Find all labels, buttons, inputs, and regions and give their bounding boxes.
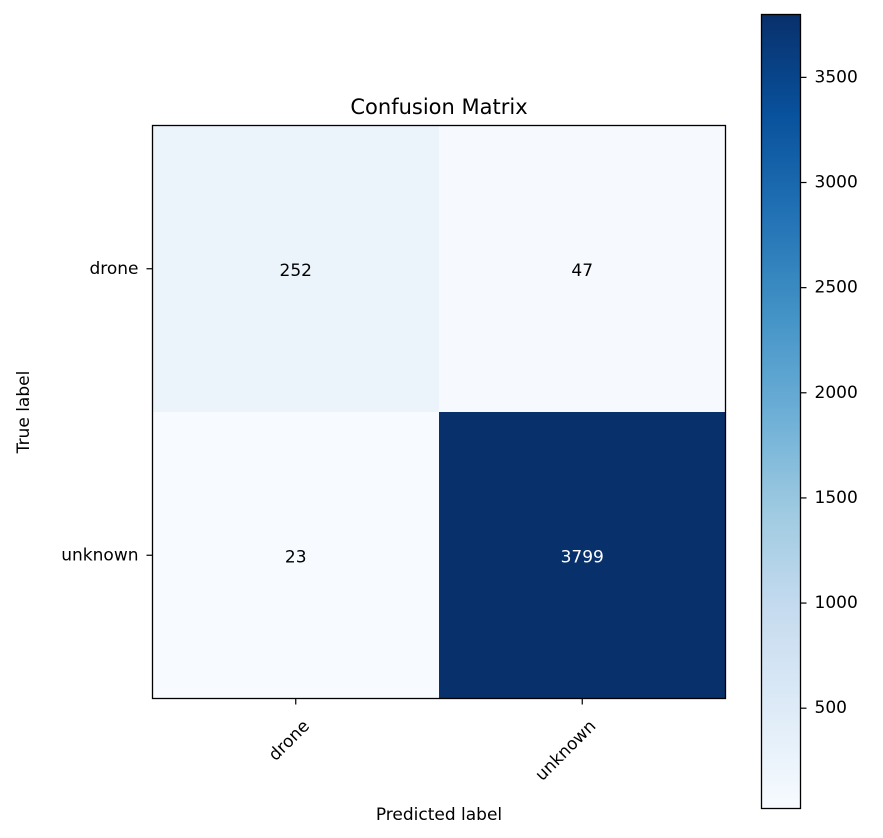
colorbar-tick-label: 500 bbox=[815, 698, 847, 718]
colorbar-tick-label: 3000 bbox=[815, 173, 858, 193]
cell-value-label: 23 bbox=[285, 547, 307, 567]
matrix-cell bbox=[439, 125, 726, 413]
colorbar-tick-label: 1500 bbox=[815, 488, 858, 508]
plot-frame bbox=[151, 124, 727, 700]
colorbar-tick-label: 2000 bbox=[815, 383, 858, 403]
y-axis-ticks: drone unknown bbox=[61, 259, 153, 565]
matrix-cells: 252 47 23 3799 bbox=[152, 125, 726, 699]
colorbar-tick-label: 3500 bbox=[815, 67, 858, 87]
matrix-cell bbox=[152, 125, 440, 413]
x-axis-ticks: drone unknown bbox=[265, 698, 601, 785]
chart-title: Confusion Matrix bbox=[350, 95, 527, 119]
x-tick-label: drone bbox=[265, 716, 314, 765]
y-axis-label: True label bbox=[14, 371, 34, 455]
colorbar-tick-label: 2500 bbox=[815, 278, 858, 298]
y-tick-label: drone bbox=[89, 259, 138, 279]
y-tick-label: unknown bbox=[61, 545, 138, 565]
x-axis-label: Predicted label bbox=[376, 805, 502, 825]
matrix-cell bbox=[152, 412, 440, 699]
cell-value-label: 252 bbox=[280, 261, 312, 281]
colorbar-ticks: 500 1000 1500 2000 2500 3000 3500 bbox=[800, 67, 858, 718]
x-tick-label: unknown bbox=[532, 716, 601, 785]
colorbar-tick-label: 1000 bbox=[815, 593, 858, 613]
cell-value-label: 3799 bbox=[561, 547, 604, 567]
matrix-cell bbox=[439, 412, 726, 699]
colorbar bbox=[760, 13, 802, 810]
cell-value-label: 47 bbox=[571, 261, 593, 281]
